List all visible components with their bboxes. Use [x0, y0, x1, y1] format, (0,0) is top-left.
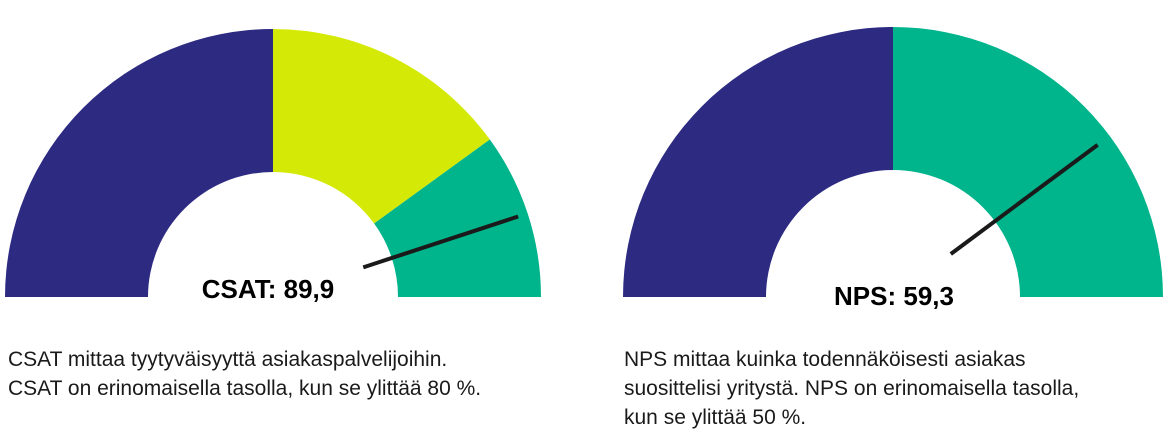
nps-band-0 [623, 27, 893, 297]
nps-gauge-svg: NPS: 59,3 [623, 27, 1163, 311]
csat-band-1 [273, 29, 490, 224]
csat-value-label: CSAT: 89,9 [202, 274, 334, 304]
nps-description-line: NPS mittaa kuinka todennäköisesti asiaka… [624, 348, 1026, 371]
nps-value-label: NPS: 59,3 [834, 281, 954, 311]
csat-description-line: CSAT mittaa tyytyväisyyttä asiakaspalvel… [8, 348, 448, 371]
nps-description: NPS mittaa kuinka todennäköisesti asiaka… [624, 345, 1079, 432]
nps-needle [949, 143, 1099, 256]
nps-description-line: suosittelisi yritystä. NPS on erinomaise… [624, 377, 1080, 400]
csat-description-line: CSAT on erinomaisella tasolla, kun se yl… [8, 377, 482, 400]
nps-gauge: NPS: 59,3 [612, 0, 1172, 320]
csat-bands [5, 29, 541, 297]
nps-band-1 [893, 27, 1163, 297]
csat-gauge: CSAT: 89,9 [0, 0, 560, 320]
csat-band-0 [5, 29, 273, 297]
csat-band-2 [374, 139, 541, 297]
nps-description-line: kun se ylittää 50 %. [624, 406, 807, 429]
nps-bands [623, 27, 1163, 297]
csat-description: CSAT mittaa tyytyväisyyttä asiakaspalvel… [8, 345, 481, 403]
csat-needle [362, 214, 519, 270]
csat-gauge-svg: CSAT: 89,9 [5, 29, 541, 304]
